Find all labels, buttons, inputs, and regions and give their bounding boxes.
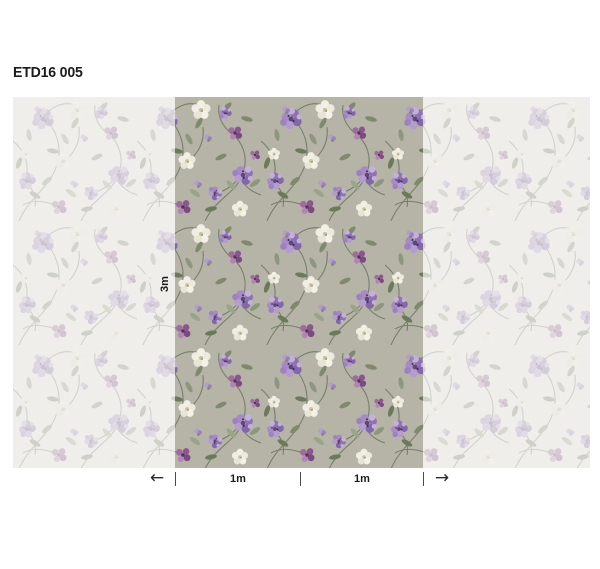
ruler-tick-left xyxy=(175,472,176,486)
height-dimension-label: 3m xyxy=(159,276,171,292)
ruler-tick-middle xyxy=(300,472,301,486)
arrow-left-icon: ← xyxy=(149,468,165,488)
width-dimension-label-1: 1m xyxy=(230,473,246,485)
wallpaper-pattern-svg xyxy=(13,97,590,468)
ruler-tick-right xyxy=(423,472,424,486)
highlight-panel-pattern xyxy=(175,97,423,468)
product-code: ETD16 005 xyxy=(13,64,83,81)
arrow-right-icon: → xyxy=(434,468,450,488)
wallpaper-preview xyxy=(13,97,590,468)
width-dimension-label-2: 1m xyxy=(354,473,370,485)
